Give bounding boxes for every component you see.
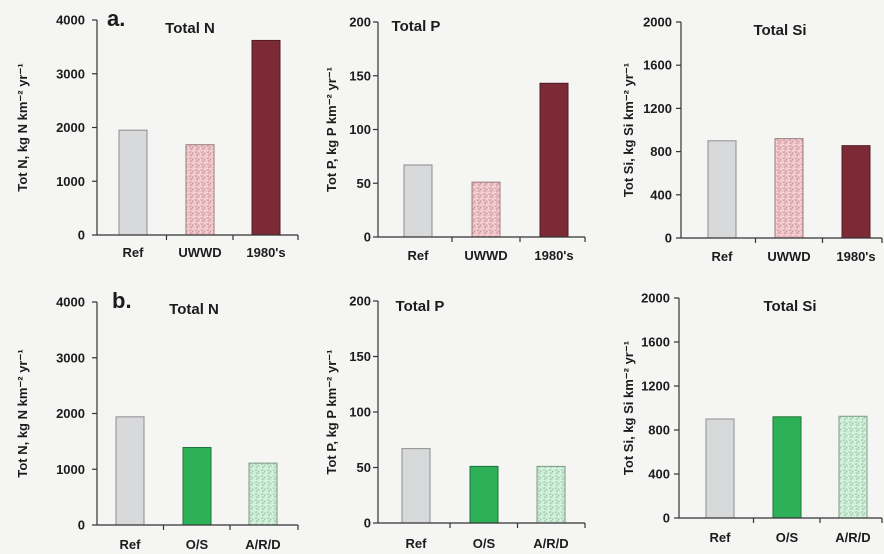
chart-3-category-label-a-r-d: A/R/D — [245, 537, 280, 552]
chart-2-ytick-label-1: 400 — [650, 187, 672, 202]
chart-0-bar-uwwd — [185, 144, 215, 236]
chart-0-ytick-label-0: 0 — [78, 228, 85, 243]
chart-1-bar-1980-s — [539, 82, 569, 238]
chart-1-ytick-label-1: 50 — [357, 176, 371, 191]
chart-1-title: Total P — [392, 18, 441, 35]
chart-2-ytick-label-4: 1600 — [643, 58, 672, 73]
chart-5-title: Total Si — [763, 298, 816, 315]
chart-4-total-p: 0 50 100 150 200 Ref O/S A/R/D Total P Tot P, kg … — [324, 294, 586, 551]
chart-0-total-n: 0 1000 2000 3000 4000 Ref UWWD 1980's Total N Tot… — [15, 6, 299, 260]
chart-1-ytick-label-2: 100 — [349, 122, 371, 137]
chart-5-total-si: 0 400 800 1200 1600 2000 Ref O/S A/R/D Total Si To… — [621, 291, 883, 545]
chart-3-title: Total N — [169, 301, 219, 318]
chart-3-ytick-label-4: 4000 — [56, 295, 85, 310]
chart-3-ytick-label-1: 1000 — [56, 462, 85, 477]
chart-1-bar-ref — [403, 164, 433, 238]
chart-2-ytick-label-5: 2000 — [643, 15, 672, 30]
chart-5-bar-o-s — [772, 416, 802, 519]
chart-3-bar-ref — [115, 416, 145, 526]
chart-1-category-label-ref: Ref — [408, 248, 430, 263]
chart-4-y-axis-label: Tot P, kg P km⁻² yr⁻¹ — [324, 350, 339, 475]
chart-5-y-axis-label: Tot Si, kg Si km⁻² yr⁻¹ — [621, 341, 636, 475]
chart-3-total-n: 0 1000 2000 3000 4000 Ref O/S A/R/D Total N Tot N… — [15, 288, 299, 552]
chart-3-category-label-ref: Ref — [120, 537, 142, 552]
chart-3-bar-o-s — [182, 447, 212, 526]
chart-0-title: Total N — [165, 20, 215, 37]
chart-4-ytick-label-3: 150 — [349, 349, 371, 364]
chart-4-bar-a-r-d — [536, 465, 566, 524]
chart-5-bar-a-r-d — [838, 415, 868, 519]
chart-5-ytick-label-3: 1200 — [641, 379, 670, 394]
chart-3-y-axis-label: Tot N, kg N km⁻² yr⁻¹ — [15, 349, 30, 477]
chart-4-category-label-a-r-d: A/R/D — [533, 536, 568, 551]
chart-5-ytick-label-1: 400 — [648, 467, 670, 482]
panel-label-a: a. — [107, 6, 125, 31]
chart-3-ytick-label-0: 0 — [78, 518, 85, 533]
chart-2-title: Total Si — [753, 22, 806, 39]
chart-5-ytick-label-2: 800 — [648, 423, 670, 438]
chart-3-ytick-label-2: 2000 — [56, 406, 85, 421]
chart-4-ytick-label-2: 100 — [349, 405, 371, 420]
chart-2-bar-1980-s — [841, 145, 871, 239]
chart-0-category-label-1980-s: 1980's — [246, 245, 285, 260]
chart-5-bar-ref — [705, 418, 735, 519]
chart-4-ytick-label-1: 50 — [357, 460, 371, 475]
chart-1-bar-uwwd — [471, 181, 501, 238]
chart-0-bar-ref — [118, 129, 148, 236]
chart-0-ytick-label-3: 3000 — [56, 66, 85, 81]
chart-1-total-p: 0 50 100 150 200 Ref UWWD 1980's Total P Tot P, k… — [324, 15, 586, 263]
chart-3-ytick-label-3: 3000 — [56, 350, 85, 365]
chart-2-bar-ref — [707, 140, 737, 239]
chart-1-category-label-1980-s: 1980's — [534, 248, 573, 263]
chart-4-title: Total P — [396, 298, 445, 315]
chart-1-ytick-label-0: 0 — [364, 230, 371, 245]
chart-5-ytick-label-4: 1600 — [641, 335, 670, 350]
chart-5-category-label-ref: Ref — [710, 530, 732, 545]
chart-0-category-label-uwwd: UWWD — [178, 245, 221, 260]
chart-2-y-axis-label: Tot Si, kg Si km⁻² yr⁻¹ — [621, 63, 636, 197]
chart-3-category-label-o-s: O/S — [186, 537, 209, 552]
chart-1-category-label-uwwd: UWWD — [464, 248, 507, 263]
chart-5-category-label-o-s: O/S — [776, 530, 799, 545]
chart-1-ytick-label-3: 150 — [349, 68, 371, 83]
chart-0-ytick-label-1: 1000 — [56, 174, 85, 189]
chart-0-ytick-label-4: 4000 — [56, 13, 85, 28]
chart-3-bar-a-r-d — [248, 462, 278, 526]
chart-2-ytick-label-0: 0 — [665, 231, 672, 246]
chart-0-ytick-label-2: 2000 — [56, 120, 85, 135]
chart-2-ytick-label-3: 1200 — [643, 101, 672, 116]
chart-4-ytick-label-0: 0 — [364, 516, 371, 531]
chart-5-ytick-label-5: 2000 — [641, 291, 670, 306]
chart-2-category-label-1980-s: 1980's — [836, 249, 875, 264]
chart-5-ytick-label-0: 0 — [663, 511, 670, 526]
chart-5-category-label-a-r-d: A/R/D — [835, 530, 870, 545]
chart-2-total-si: 0 400 800 1200 1600 2000 Ref UWWD 1980's Total Si… — [621, 15, 883, 264]
chart-1-y-axis-label: Tot P, kg P km⁻² yr⁻¹ — [324, 67, 339, 192]
chart-0-y-axis-label: Tot N, kg N km⁻² yr⁻¹ — [15, 63, 30, 191]
chart-2-bar-uwwd — [774, 138, 804, 239]
chart-4-ytick-label-4: 200 — [349, 294, 371, 309]
chart-0-category-label-ref: Ref — [123, 245, 145, 260]
chart-4-category-label-ref: Ref — [406, 536, 428, 551]
chart-2-ytick-label-2: 800 — [650, 144, 672, 159]
chart-2-category-label-ref: Ref — [712, 249, 734, 264]
chart-0-bar-1980-s — [251, 39, 281, 236]
chart-2-category-label-uwwd: UWWD — [767, 249, 810, 264]
chart-4-bar-ref — [401, 448, 431, 524]
chart-1-ytick-label-4: 200 — [349, 15, 371, 30]
panel-label-b: b. — [112, 288, 132, 313]
chart-4-bar-o-s — [469, 465, 499, 524]
chart-4-category-label-o-s: O/S — [473, 536, 496, 551]
